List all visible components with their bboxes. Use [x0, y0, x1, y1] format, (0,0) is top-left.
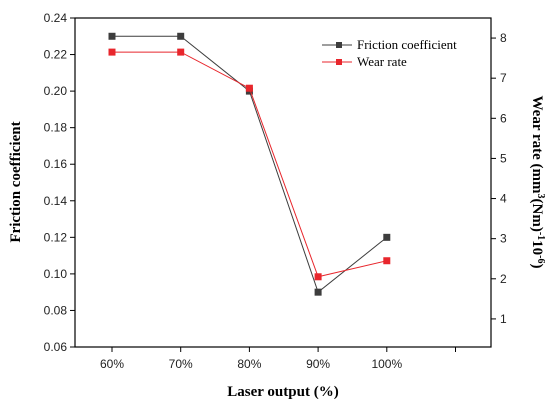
data-point-0 — [383, 233, 391, 241]
y-right-tick-label: 6 — [500, 111, 507, 125]
data-point-0 — [108, 32, 116, 40]
legend: Friction coefficient Wear rate — [322, 37, 457, 69]
y-axis-right-title: Wear rate (mm3(Nm)-110-6) — [529, 95, 546, 268]
x-tick-label: 90% — [306, 357, 330, 371]
y-left-tick-label: 0.20 — [44, 84, 68, 98]
y-right-tick-label: 1 — [500, 312, 507, 326]
y-left-tick-label: 0.18 — [44, 121, 68, 135]
data-point-1 — [245, 84, 253, 92]
x-tick-label: 80% — [237, 357, 261, 371]
x-tick-label: 100% — [371, 357, 402, 371]
y-left-tick-label: 0.24 — [44, 11, 68, 25]
y-right-tick-label: 3 — [500, 232, 507, 246]
y-right-tick-label: 7 — [500, 71, 507, 85]
y-right-tick-label: 8 — [500, 31, 507, 45]
plot-frame — [74, 17, 492, 348]
x-tick-label: 70% — [169, 357, 193, 371]
y-right-tick-label: 2 — [500, 272, 507, 286]
y-left-tick-label: 0.16 — [44, 157, 68, 171]
x-axis: 60% 70% 80% 90% 100% — [100, 347, 456, 371]
data-point-1 — [383, 257, 391, 265]
x-tick-label: 60% — [100, 357, 124, 371]
y-left-tick-label: 0.12 — [44, 230, 68, 244]
legend-marker-wear — [336, 59, 342, 65]
y-right-tick-label: 5 — [500, 151, 507, 165]
data-point-1 — [177, 48, 185, 56]
legend-marker-friction — [336, 42, 342, 48]
legend-label-friction: Friction coefficient — [357, 37, 457, 52]
y-left-tick-label: 0.08 — [44, 303, 68, 317]
y-axis-right: 1 2 3 4 5 6 7 8 — [491, 31, 507, 326]
y-axis-left-title: Friction coefficient — [8, 121, 24, 242]
y-left-tick-label: 0.10 — [44, 267, 68, 281]
series-line-0 — [112, 35, 388, 294]
data-point-0 — [177, 32, 185, 40]
data-point-1 — [108, 48, 116, 56]
y-left-tick-label: 0.06 — [44, 340, 68, 354]
y-axis-left: 0.06 0.08 0.10 0.12 0.14 0.16 0.18 0.20 0.22 0.24 — [44, 11, 75, 354]
y-left-tick-label: 0.14 — [44, 194, 68, 208]
legend-label-wear: Wear rate — [357, 54, 407, 69]
y-left-tick-label: 0.22 — [44, 48, 68, 62]
data-point-0 — [314, 288, 322, 296]
x-axis-title: Laser output (%) — [227, 384, 338, 400]
series-layer — [108, 32, 391, 296]
data-point-1 — [314, 273, 322, 281]
y-right-tick-label: 4 — [500, 192, 507, 206]
